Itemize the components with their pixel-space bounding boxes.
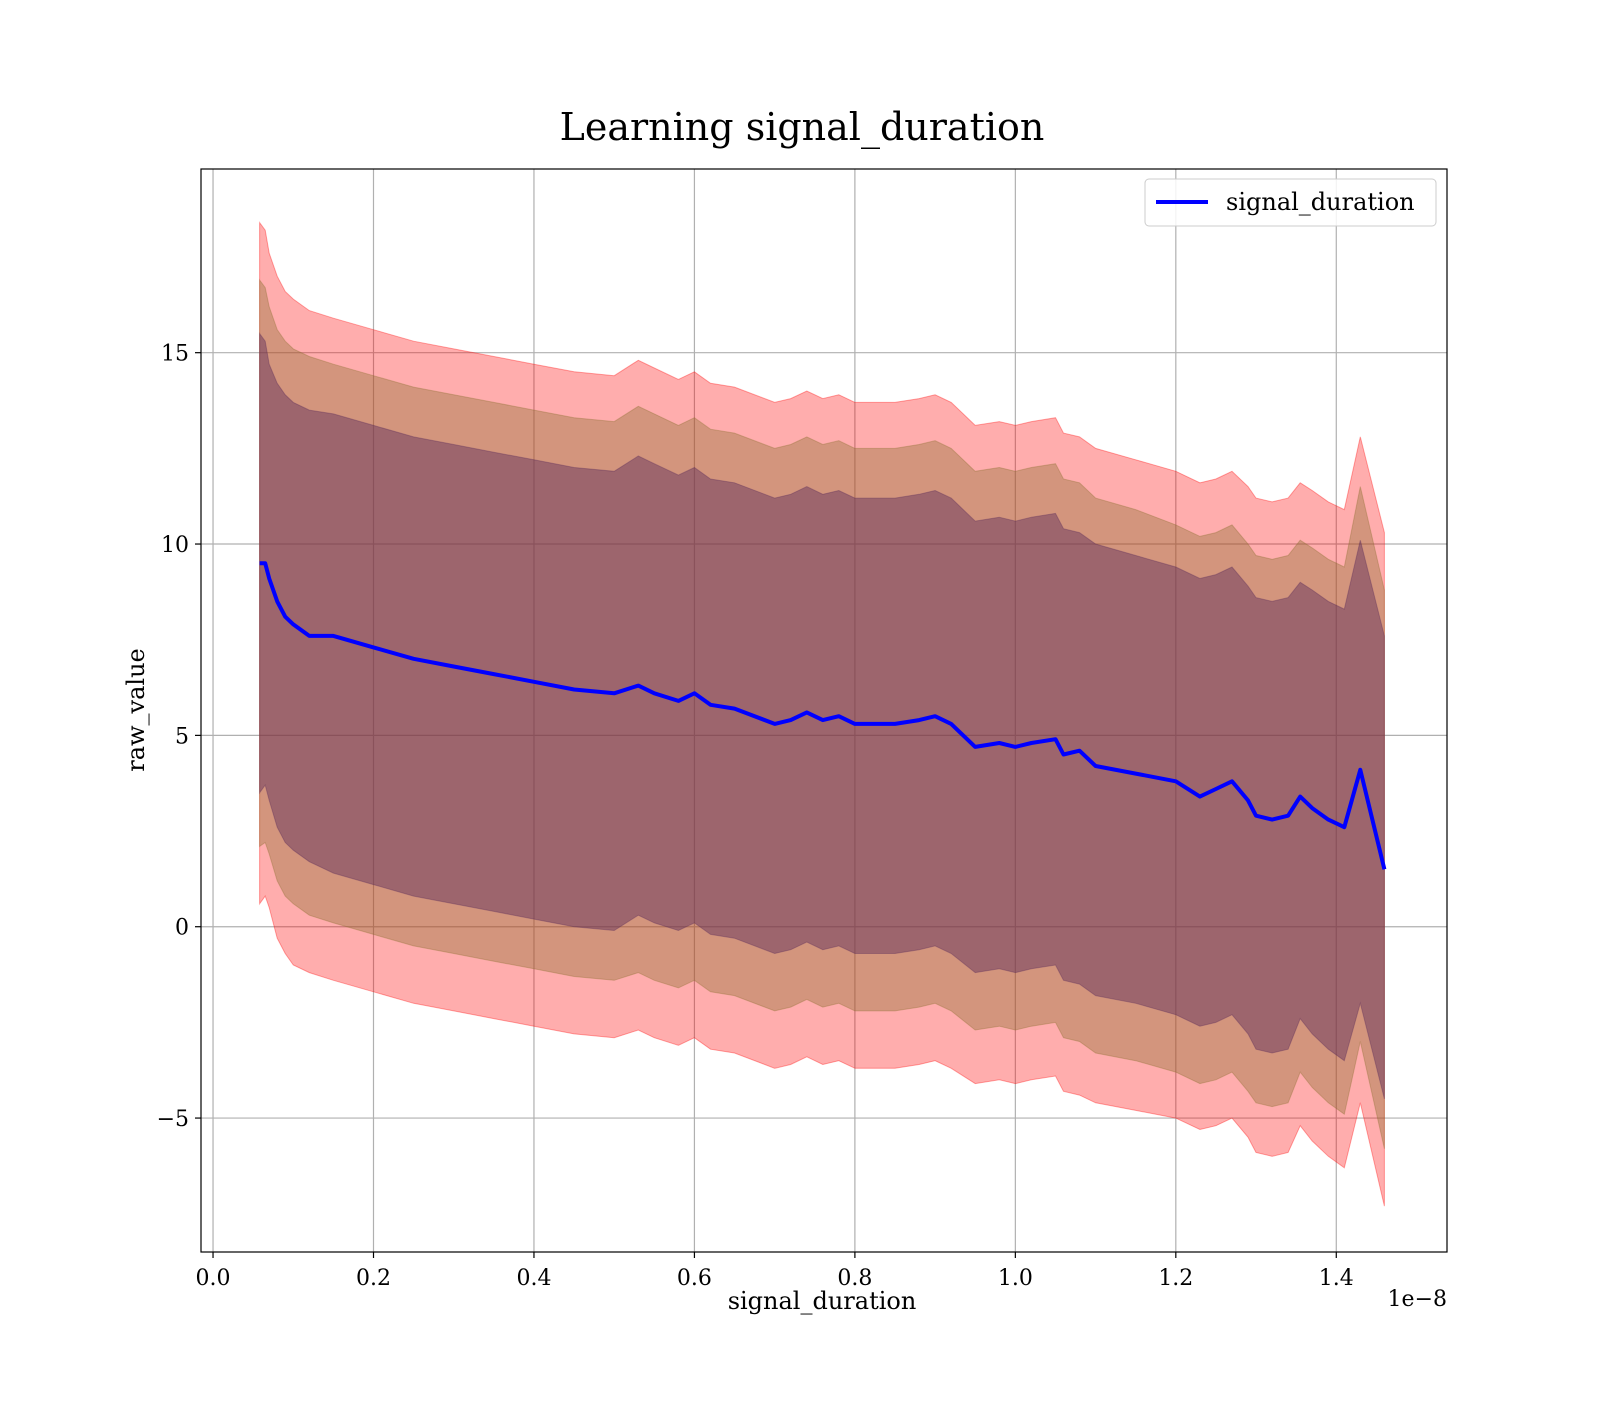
x-axis-label: signal_duration bbox=[728, 1287, 917, 1315]
confidence-bands bbox=[259, 221, 1385, 1207]
x-tick-label: 0.8 bbox=[837, 1266, 872, 1291]
x-axis-offset-label: 1e−8 bbox=[1388, 1287, 1447, 1312]
y-axis-ticks: −5 0 5 10 15 bbox=[157, 342, 201, 1132]
x-tick-label: 0.2 bbox=[356, 1266, 391, 1291]
x-tick-label: 0.6 bbox=[677, 1266, 712, 1291]
legend-box bbox=[1144, 178, 1437, 227]
x-tick-label: 1.4 bbox=[1319, 1266, 1354, 1291]
x-tick-label: 1.0 bbox=[998, 1266, 1033, 1291]
confidence-band bbox=[259, 221, 1385, 1207]
legend-entry-label: signal_duration bbox=[1226, 188, 1415, 216]
x-tick-label: 0.4 bbox=[516, 1266, 551, 1291]
confidence-band bbox=[259, 332, 1385, 1100]
y-tick-label: 5 bbox=[175, 724, 189, 749]
y-tick-label: 15 bbox=[161, 342, 189, 367]
y-tick-label: 10 bbox=[161, 533, 189, 558]
x-axis-ticks: 0.0 0.2 0.4 0.6 0.8 1.0 1.2 1.4 bbox=[196, 1252, 1354, 1291]
series-lines bbox=[259, 561, 1387, 870]
legend: signal_duration bbox=[1144, 178, 1437, 227]
x-tick-label: 0.0 bbox=[196, 1266, 231, 1291]
y-axis-label: raw_value bbox=[122, 648, 150, 772]
chart-title: Learning signal_duration bbox=[560, 105, 1045, 150]
confidence-band bbox=[259, 278, 1385, 1149]
y-tick-label: −5 bbox=[157, 1107, 189, 1132]
x-tick-label: 1.2 bbox=[1158, 1266, 1193, 1291]
plot-frame bbox=[200, 168, 1448, 1253]
y-tick-label: 0 bbox=[175, 916, 189, 941]
series-line-signal-duration bbox=[259, 561, 1387, 870]
grid-lines bbox=[201, 169, 1447, 1252]
